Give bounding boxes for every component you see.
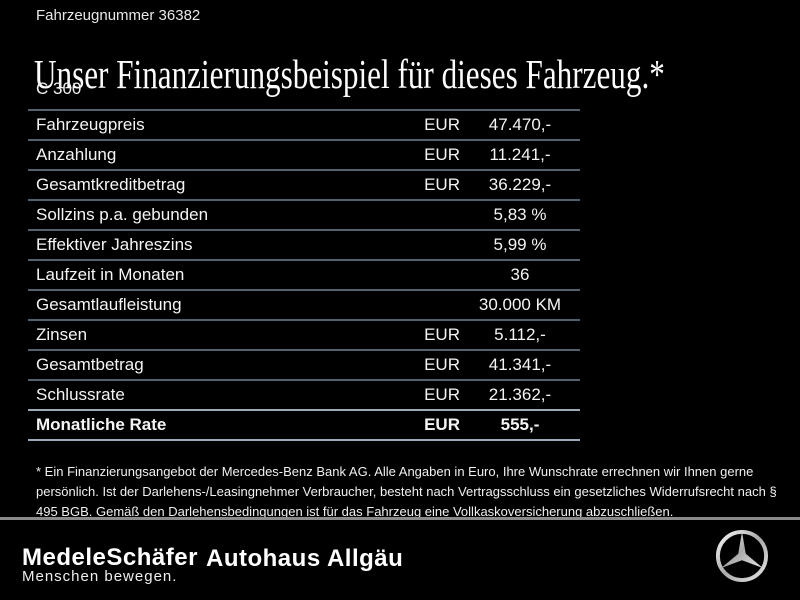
dealer-tagline: Menschen bewegen. — [22, 568, 178, 585]
row-currency: EUR — [424, 175, 460, 194]
row-label: Monatliche Rate — [36, 415, 167, 434]
table-row: Sollzins p.a. gebunden 5,83 % — [28, 199, 580, 229]
table-row: Monatliche Rate EUR 555,- — [28, 409, 580, 439]
row-value: 5,83 % — [493, 205, 547, 224]
row-currency: EUR — [424, 385, 460, 404]
vehicle-number: Fahrzeugnummer 36382 — [36, 7, 201, 24]
table-row: Schlussrate EUR 21.362,- — [28, 379, 580, 409]
table-row: Zinsen EUR 5.112,- — [28, 319, 580, 349]
row-value: 36.229,- — [488, 175, 552, 194]
row-currency: EUR — [424, 415, 460, 434]
row-value: 21.362,- — [488, 385, 552, 404]
table-row: Laufzeit in Monaten 36 — [28, 259, 580, 289]
vehicle-model: C 300 — [36, 79, 82, 98]
legal-footnote: * Ein Finanzierungsangebot der Mercedes-… — [36, 464, 777, 519]
row-label: Gesamtkreditbetrag — [36, 175, 186, 194]
row-label: Anzahlung — [36, 145, 117, 164]
row-label: Gesamtlaufleistung — [36, 295, 182, 314]
row-label: Laufzeit in Monaten — [36, 265, 185, 284]
row-currency: EUR — [424, 355, 460, 374]
row-label: Gesamtbetrag — [36, 355, 144, 374]
row-currency: EUR — [424, 145, 460, 164]
table-row: Fahrzeugpreis EUR 47.470,- — [28, 109, 580, 139]
table-row: Anzahlung EUR 11.241,- — [28, 139, 580, 169]
row-value: 11.241,- — [489, 145, 551, 164]
row-currency: EUR — [424, 325, 460, 344]
row-value: 5,99 % — [493, 235, 547, 254]
row-label: Fahrzeugpreis — [36, 115, 145, 134]
table-row: Effektiver Jahreszins 5,99 % — [28, 229, 580, 259]
row-label: Schlussrate — [36, 385, 125, 404]
row-label: Zinsen — [36, 325, 88, 344]
table-row: Gesamtkreditbetrag EUR 36.229,- — [28, 169, 580, 199]
row-value: 41.341,- — [488, 355, 552, 374]
page-title: Unser Finanzierungsbeispiel für dieses F… — [34, 51, 665, 98]
row-value: 5.112,- — [494, 325, 546, 344]
row-value: 30.000 KM — [478, 295, 562, 314]
dealer-logo-medele-schaefer: MedeleSchäfer — [22, 544, 198, 571]
table-row: Gesamtlaufleistung 30.000 KM — [28, 289, 580, 319]
footer-divider — [0, 517, 800, 520]
row-label: Sollzins p.a. gebunden — [36, 205, 209, 224]
dealer-logo-autohaus-allgaeu: Autohaus Allgäu — [206, 545, 404, 572]
row-value: 555,- — [500, 415, 540, 434]
finance-table: Fahrzeugpreis EUR 47.470,- Anzahlung EUR… — [28, 109, 580, 441]
row-label: Effektiver Jahreszins — [36, 235, 193, 254]
table-row: Gesamtbetrag EUR 41.341,- — [28, 349, 580, 379]
row-value: 36 — [510, 265, 530, 284]
row-currency: EUR — [424, 115, 460, 134]
mercedes-star-icon — [715, 529, 769, 583]
row-value: 47.470,- — [488, 115, 552, 134]
